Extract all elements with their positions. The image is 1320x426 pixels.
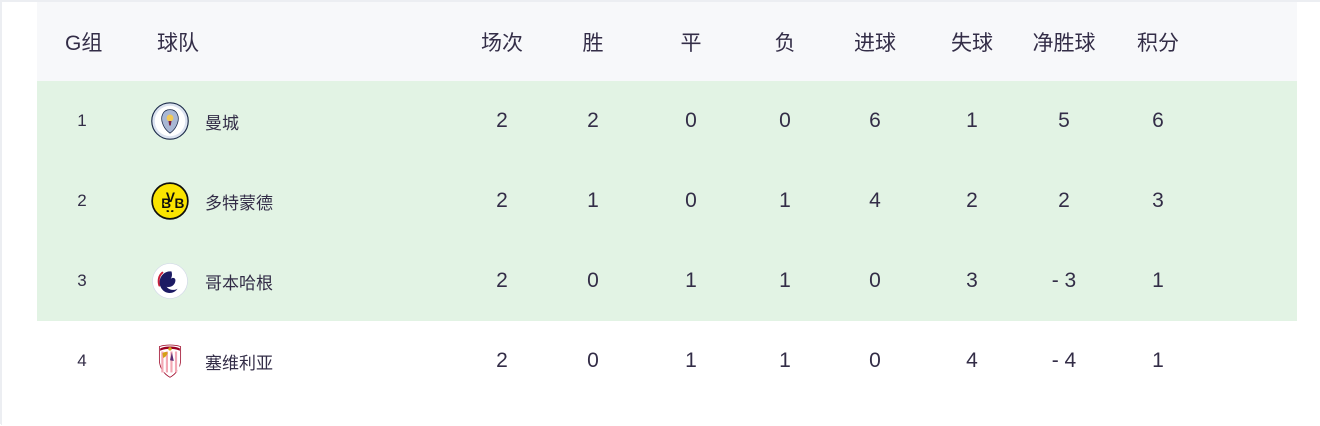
svg-text:B: B <box>175 196 185 211</box>
